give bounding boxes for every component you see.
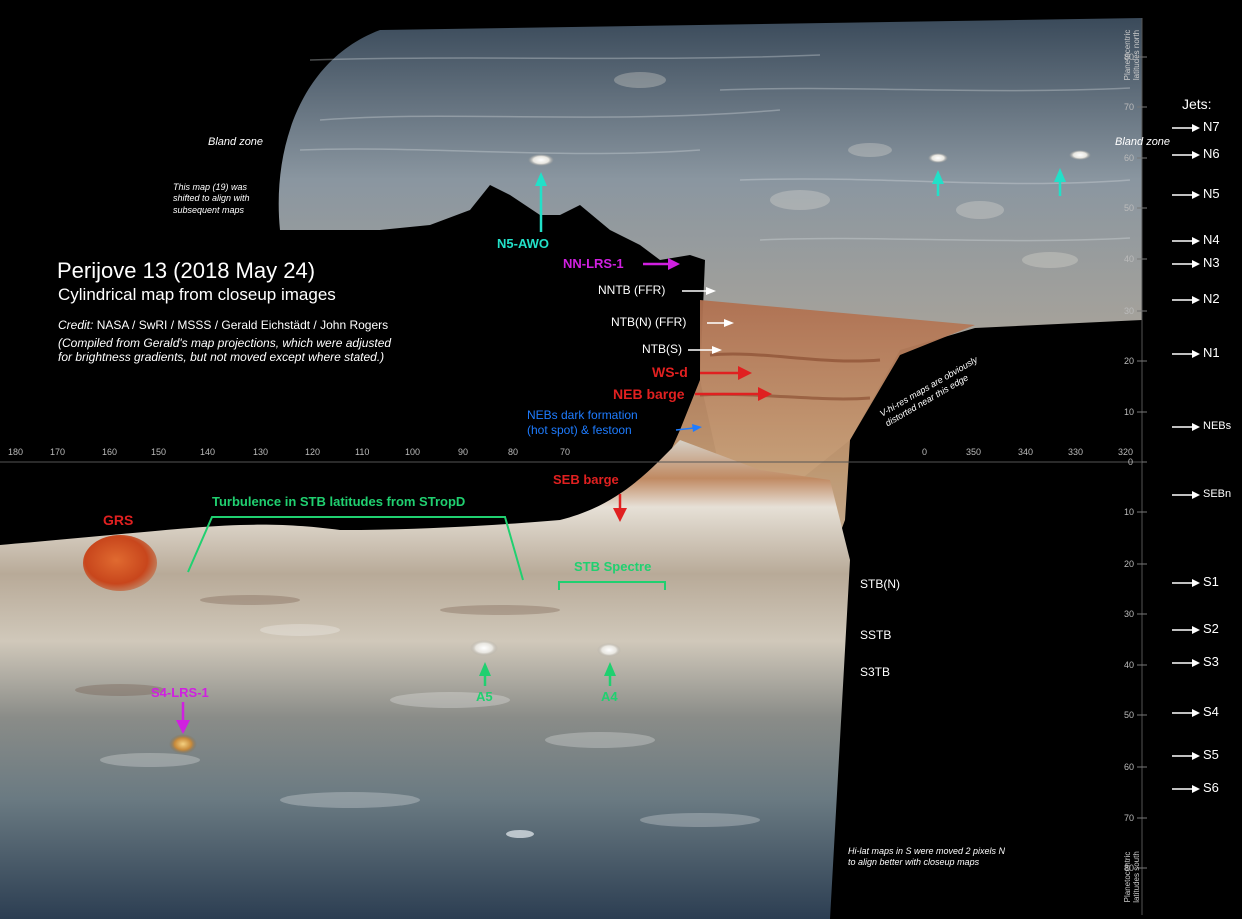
lon-tick: 100 [405,447,421,457]
label-nntb: NNTB (FFR) [598,283,666,297]
lon-tick: 120 [305,447,321,457]
label-s4-lrs1: S4-LRS-1 [151,685,209,700]
lon-tick: 340 [1018,447,1034,457]
s4-lrs1-spot [169,734,197,754]
bland-zone-label-right: Bland zone [1115,136,1171,148]
lon-tick: 320 [1118,447,1134,457]
lat-tick: 0 [1128,457,1134,467]
jet-label: N6 [1203,146,1220,161]
lon-tick: 130 [253,447,269,457]
lat-tick: 70 [1124,813,1135,823]
lon-tick: 180 [8,447,24,457]
label-grs: GRS [103,512,134,528]
lat-tick: 80 [1124,52,1135,62]
lon-tick: 140 [200,447,216,457]
n5-awo-oval [528,154,554,166]
latitude-tick-marks [1137,56,1147,869]
lon-tick: 160 [102,447,118,457]
credit-line: Credit: NASA / SwRI / MSSS / Gerald Eich… [58,318,389,333]
lat-tick: 30 [1124,306,1135,316]
lat-tick: 80 [1124,863,1135,873]
lat-tick: 40 [1124,660,1135,670]
jet-label: N5 [1203,186,1220,201]
a4-oval [597,643,621,657]
jet-label: S4 [1203,704,1219,719]
label-nebs-dark-1: NEBs dark formation [527,408,638,422]
label-stbn: STB(N) [860,577,900,591]
compile-note-line1: (Compiled from Gerald's map projections,… [58,336,392,350]
lat-tick: 20 [1124,356,1135,366]
jet-label: S3 [1203,654,1219,669]
jet-label: S6 [1203,780,1219,795]
south-region [0,440,850,919]
lat-south-caption: Planetocentric latitudes south [1123,851,1141,903]
lon-tick: 70 [560,447,571,457]
lon-tick: 170 [50,447,66,457]
lat-tick: 70 [1124,102,1135,112]
annotation-arrows [176,168,1066,734]
jet-label: S2 [1203,621,1219,636]
lat-tick: 50 [1124,710,1135,720]
shift-note: This map (19) was shifted to align with … [173,182,250,215]
jet-label: N4 [1203,232,1220,247]
jet-label: S1 [1203,574,1219,589]
label-s3tb: S3TB [860,665,891,679]
jet-arrows [1172,127,1196,790]
bland-zone-label-left: Bland zone [208,136,264,148]
label-nn-lrs1: NN-LRS-1 [563,256,624,271]
label-neb-barge: NEB barge [613,386,685,402]
lat-tick: 10 [1124,507,1135,517]
lat-tick: 20 [1124,559,1135,569]
label-a5: A5 [476,689,493,704]
jet-label: N7 [1203,119,1220,134]
jet-label: N1 [1203,345,1220,360]
credit-prefix: Credit: [58,318,94,332]
lat-tick: 60 [1124,153,1135,163]
label-seb-barge: SEB barge [553,472,619,487]
a5-oval [470,640,498,656]
jet-label: N3 [1203,255,1220,270]
lat-tick: 60 [1124,762,1135,772]
lon-tick: 330 [1068,447,1084,457]
grs-spot [83,535,157,591]
jets-title: Jets: [1182,96,1212,112]
lat-tick: 10 [1124,407,1135,417]
lon-tick: 110 [355,447,370,457]
lat-tick: 50 [1124,203,1135,213]
jet-label: N2 [1203,291,1220,306]
lon-tick: 80 [508,447,519,457]
lat-tick: 30 [1124,609,1135,619]
north-region [278,18,1142,480]
label-turbulence: Turbulence in STB latitudes from STropD [212,494,466,509]
page-title: Perijove 13 (2018 May 24) [57,258,316,283]
label-nebs-dark-2: (hot spot) & festoon [527,423,632,437]
jet-label: NEBs [1203,420,1232,432]
lon-tick: 150 [151,447,167,457]
lon-tick: 0 [922,447,928,457]
label-ntbs: NTB(S) [642,342,682,356]
jet-label: S5 [1203,747,1219,762]
label-stb-spectre: STB Spectre [574,559,652,574]
label-ntbn: NTB(N) (FFR) [611,315,687,329]
lon-tick: 90 [458,447,469,457]
lon-tick: 350 [966,447,982,457]
hilat-note: Hi-lat maps in S were moved 2 pixels N t… [848,846,1006,868]
label-ws-d: WS-d [652,364,688,380]
credit-text: NASA / SwRI / MSSS / Gerald Eichstädt / … [96,318,389,332]
page-subtitle: Cylindrical map from closeup images [58,285,336,304]
compile-note-line2: for brightness gradients, but not moved … [58,350,385,364]
label-a4: A4 [601,689,618,704]
lat-tick: 40 [1124,254,1135,264]
label-n5-awo: N5-AWO [497,236,549,251]
lat-north-caption: Planetocentric latitudes north [1123,29,1141,81]
jet-label: SEBn [1203,488,1232,500]
label-sstb: SSTB [860,628,892,642]
